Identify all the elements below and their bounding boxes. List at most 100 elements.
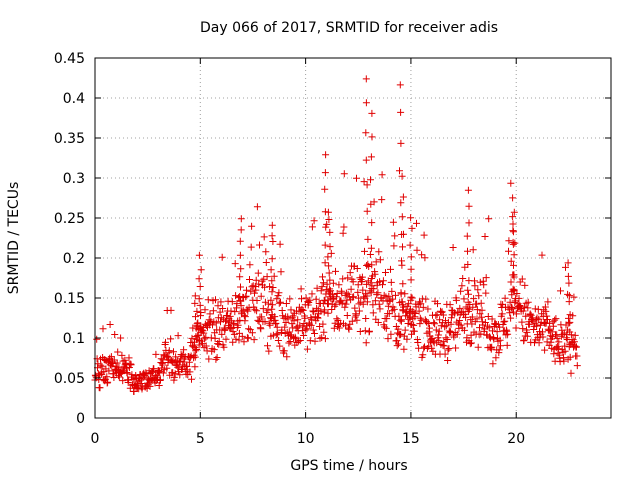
data-point [275,299,283,307]
y-axis-label: SRMTID / TECUs [6,182,22,295]
data-point [358,273,366,281]
data-point [484,322,491,330]
data-point [302,326,310,334]
data-point [388,287,396,295]
data-point [326,285,334,293]
data-point [197,266,205,274]
data-point [400,230,407,238]
data-point [165,356,172,364]
data-point [186,368,194,376]
data-point [253,307,261,315]
data-point [361,247,368,255]
data-point [306,337,314,345]
data-point [243,334,251,342]
data-point [155,382,163,389]
data-point [163,364,171,372]
data-point [238,308,245,316]
data-point [565,279,573,287]
data-point [399,280,407,288]
data-point [96,384,104,392]
data-point [367,153,375,161]
data-point [368,261,376,269]
data-point [359,286,367,294]
data-point [323,280,331,288]
data-point [256,241,263,249]
data-point [303,325,311,333]
data-point [167,306,175,314]
data-point [320,328,328,336]
y-tick-label: 0.35 [54,131,85,147]
data-point [566,311,574,319]
data-point [512,310,520,318]
data-point [407,276,415,284]
axes: 0 0.05 0.1 0.15 0.2 0.25 0.3 0.35 0.4 0.45 0 5 10 15 2… [54,51,611,447]
data-point [511,299,519,307]
data-point [503,327,511,335]
data-point [447,328,454,336]
data-point [391,232,399,240]
data-point [538,251,546,259]
data-point [272,331,280,339]
data-point [369,309,377,317]
data-point [329,279,337,287]
data-point [396,81,404,89]
data-point [515,294,523,302]
data-point [118,351,126,359]
data-point [287,331,295,339]
data-point [162,338,169,346]
data-point [362,75,370,83]
data-point [287,306,295,314]
data-point [261,318,269,326]
data-point [268,255,276,263]
data-point [117,334,125,342]
data-point [564,272,572,280]
data-point [297,285,305,293]
data-point [509,213,517,221]
data-point [98,363,106,371]
data-point [242,292,250,300]
data-point [192,347,200,355]
data-point [510,287,518,295]
data-point [440,342,448,350]
data-point [437,307,444,315]
data-point [363,280,371,288]
data-point [258,313,266,321]
data-point [349,278,357,286]
data-point [268,221,276,229]
data-point [387,265,394,273]
data-point [118,367,126,375]
data-point [195,251,203,259]
data-point [473,315,481,323]
data-point [367,279,375,287]
data-point [403,308,410,316]
data-point [283,353,291,361]
data-point [351,304,359,312]
data-point [157,355,165,363]
data-point [468,339,475,347]
data-point [227,324,235,332]
data-point [333,315,341,323]
data-point [368,219,376,227]
data-point [512,324,520,332]
data-point [232,335,240,343]
data-point [196,283,204,290]
data-point [214,302,222,310]
data-point [230,319,238,327]
data-point [544,316,551,323]
data-point [390,242,398,250]
data-point [324,296,332,304]
data-point [416,298,423,306]
data-point [471,282,479,290]
data-point [413,246,421,254]
data-point [367,200,375,208]
data-point [509,240,517,248]
data-point [376,305,384,313]
data-point [215,338,223,345]
data-point [390,305,398,313]
data-point [474,286,482,294]
data-point [278,326,286,334]
data-point [510,273,518,281]
data-point [384,335,392,343]
data-point [180,346,188,354]
data-point [318,283,326,291]
